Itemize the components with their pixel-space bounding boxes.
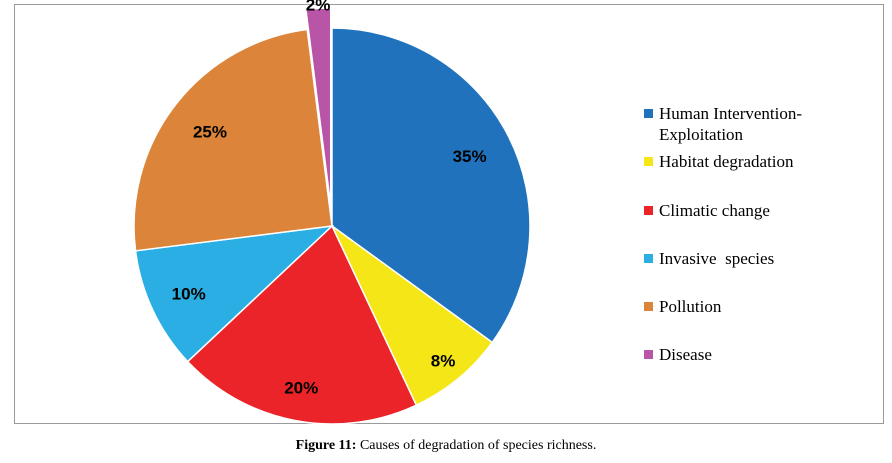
legend-item: Habitat degradation <box>644 151 859 172</box>
legend-swatch <box>644 302 653 311</box>
pie-data-label: 2% <box>306 0 331 15</box>
legend-label: Pollution <box>659 297 722 316</box>
legend-swatch <box>644 350 653 359</box>
pie-data-label: 20% <box>284 378 318 397</box>
legend-item: Disease <box>644 344 859 365</box>
legend-label: Habitat degradation <box>659 152 794 171</box>
legend-label: Disease <box>659 345 712 364</box>
legend-item: Climatic change <box>644 200 859 221</box>
pie-slice-disease <box>305 7 332 207</box>
legend-swatch <box>644 206 653 215</box>
pie-slice-invasive-species <box>134 224 335 363</box>
legend-item: Human Intervention-Exploitation <box>644 103 829 145</box>
pie-slice-habitat-degradation <box>331 225 494 407</box>
pie-data-label: 35% <box>453 147 487 166</box>
pie-data-label: 10% <box>172 284 206 303</box>
legend-swatch <box>644 157 653 166</box>
legend-label: Human Intervention-Exploitation <box>659 104 803 144</box>
legend-item: Invasive species <box>644 248 859 269</box>
legend-label: Invasive species <box>659 249 775 268</box>
pie-slices <box>133 7 531 425</box>
pie-slice-pollution <box>133 28 333 252</box>
pie-slice-human-intervention-exploitation <box>331 27 531 344</box>
pie-data-label: 8% <box>431 351 456 370</box>
pie-data-label: 25% <box>193 122 227 141</box>
legend-item: Pollution <box>644 296 859 317</box>
figure-caption: Figure 11: Causes of degradation of spec… <box>0 438 892 454</box>
legend-label: Climatic change <box>659 201 770 220</box>
legend-swatch <box>644 109 653 118</box>
legend-swatch <box>644 254 653 263</box>
pie-labels: 35% 8% 20% 10% 25% 2% <box>172 0 487 397</box>
figure-caption-label: Figure 11: <box>295 438 357 453</box>
pie-slice-climatic-change <box>186 224 418 425</box>
figure-caption-text: Causes of degradation of species richnes… <box>356 438 597 453</box>
